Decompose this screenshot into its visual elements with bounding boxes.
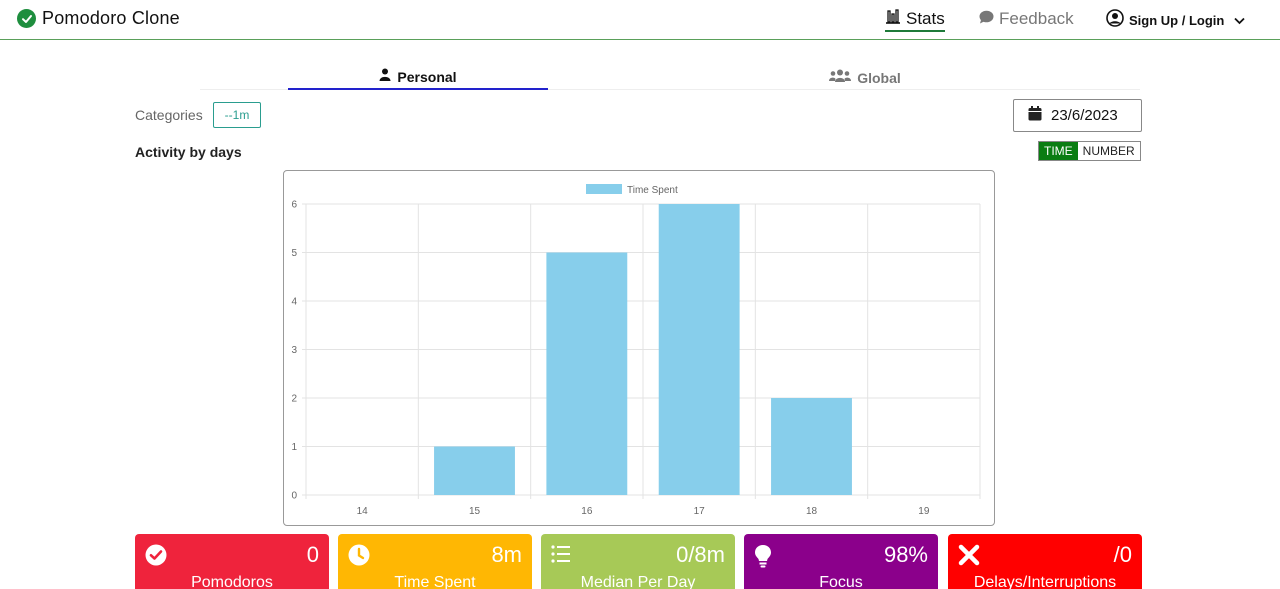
stat-value: 0/8m: [676, 542, 725, 567]
stat-card-time-spent: 8m Time Spent: [338, 534, 532, 589]
stat-label: Median Per Day: [580, 574, 696, 589]
bar-chart-icon: [885, 8, 901, 29]
stat-value: 0: [306, 542, 319, 567]
check-circle-icon: [145, 544, 167, 571]
metric-toggle: TIME NUMBER: [1038, 141, 1141, 161]
users-icon: [829, 69, 852, 87]
stat-card-delays: /0 Delays/Interruptions: [948, 534, 1142, 589]
calendar-icon: [1028, 105, 1042, 126]
check-circle-icon: [17, 9, 36, 28]
top-navbar: Pomodoro Clone Stats Feedback Sign Up / …: [0, 0, 1280, 40]
activity-chart: 0 1 2 3 4 5 6 14 15 16 17 18 19 Time Spent: [283, 170, 995, 526]
legend-label: Time Spent: [627, 185, 678, 196]
stat-value: 98%: [883, 542, 928, 567]
date-value: 23/6/2023: [1051, 107, 1118, 124]
chart-bar: [546, 252, 628, 495]
comment-icon: [979, 10, 994, 29]
tab-global-label: Global: [857, 70, 901, 86]
section-title: Activity by days: [135, 144, 242, 160]
brand[interactable]: Pomodoro Clone: [17, 8, 180, 29]
category-chip[interactable]: --1m: [213, 102, 261, 128]
toggle-number-button[interactable]: NUMBER: [1077, 142, 1140, 160]
stat-label: Time Spent: [394, 574, 476, 589]
chart-bar: [434, 446, 515, 495]
stat-value: 8m: [491, 542, 522, 567]
x-tick-label: 18: [806, 506, 818, 517]
user-icon: [379, 68, 391, 86]
stats-tabs: Personal Global: [200, 66, 1140, 90]
y-tick-label: 4: [291, 297, 297, 308]
x-tick-label: 15: [469, 506, 481, 517]
login-label: Sign Up / Login: [1129, 13, 1225, 28]
x-tick-label: 14: [357, 506, 369, 517]
categories-label: Categories: [135, 107, 203, 123]
chart-svg: 0 1 2 3 4 5 6 14 15 16 17 18 19 Time Spent: [291, 184, 981, 517]
nav-feedback-link[interactable]: Feedback: [979, 9, 1074, 29]
date-picker[interactable]: 23/6/2023: [1013, 99, 1142, 132]
clock-icon: [348, 544, 370, 571]
nav-stats-link[interactable]: Stats: [885, 8, 945, 32]
stat-label: Focus: [819, 574, 863, 589]
x-tick-label: 16: [581, 506, 593, 517]
stat-label: Pomodoros: [191, 574, 273, 589]
stat-card-pomodoros: 0 Pomodoros: [135, 534, 329, 589]
chart-bar: [658, 204, 740, 495]
lightbulb-icon: [754, 544, 772, 573]
chevron-down-icon: [1234, 12, 1245, 30]
y-tick-label: 6: [291, 200, 297, 211]
y-tick-label: 1: [291, 442, 297, 453]
y-tick-label: 2: [291, 394, 297, 405]
user-circle-icon: [1106, 9, 1124, 32]
y-tick-label: 3: [291, 345, 297, 356]
tab-personal-label: Personal: [397, 69, 457, 85]
toggle-time-button[interactable]: TIME: [1039, 142, 1078, 160]
tab-personal[interactable]: Personal: [288, 66, 548, 90]
nav-feedback-label: Feedback: [999, 9, 1074, 28]
x-tick-label: 17: [694, 506, 706, 517]
chart-bar: [771, 398, 852, 495]
nav-stats-label: Stats: [906, 8, 945, 28]
close-icon: [958, 544, 980, 571]
app-title: Pomodoro Clone: [42, 8, 180, 28]
tab-global[interactable]: Global: [810, 66, 920, 90]
login-dropdown[interactable]: Sign Up / Login: [1106, 9, 1245, 32]
y-tick-label: 5: [291, 248, 297, 259]
list-icon: [551, 544, 573, 569]
stat-card-median-per-day: 0/8m Median Per Day: [541, 534, 735, 589]
y-tick-label: 0: [291, 491, 297, 502]
legend-swatch: [586, 184, 622, 194]
stat-card-focus: 98% Focus: [744, 534, 938, 589]
stat-label: Delays/Interruptions: [973, 574, 1117, 589]
stat-value: /0: [1113, 542, 1132, 567]
x-tick-label: 19: [918, 506, 930, 517]
